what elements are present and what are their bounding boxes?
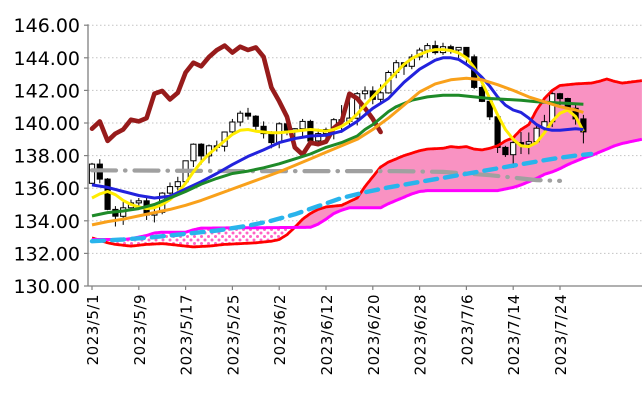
x-axis-label: 2023/5/1 bbox=[84, 294, 102, 365]
candle-up bbox=[174, 181, 181, 188]
candle-up bbox=[354, 93, 361, 119]
candle-up bbox=[88, 163, 96, 184]
y-axis-label: 144.00 bbox=[14, 48, 80, 70]
candle-down bbox=[244, 112, 252, 117]
y-axis-label: 142.00 bbox=[14, 80, 80, 102]
candle-up bbox=[190, 143, 197, 162]
x-axis-label: 2023/5/17 bbox=[178, 294, 196, 375]
candle-up bbox=[525, 141, 532, 145]
candle-up bbox=[377, 92, 384, 100]
candle-down bbox=[556, 93, 564, 100]
candle-up bbox=[299, 120, 306, 130]
series-ma-long-orange bbox=[91, 76, 584, 227]
candle-up bbox=[361, 90, 369, 95]
x-axis-label: 2023/6/12 bbox=[318, 294, 336, 375]
x-axis-label: 2023/7/6 bbox=[458, 294, 476, 365]
y-axis-label: 138.00 bbox=[14, 146, 80, 168]
y-axis-label: 140.00 bbox=[14, 113, 80, 135]
x-axis-label: 2023/6/2 bbox=[271, 294, 289, 365]
line-series bbox=[89, 43, 594, 244]
candle-down bbox=[260, 125, 267, 135]
series-ma-mid-blue bbox=[91, 56, 584, 200]
candle-up bbox=[237, 112, 244, 123]
y-axis-labels: 146.00 144.00 142.00 140.00 138.00 136.00 134.… bbox=[14, 15, 80, 298]
series-ma-slow-green bbox=[91, 93, 584, 218]
y-axis-label: 136.00 bbox=[14, 178, 80, 200]
y-axis-label: 134.00 bbox=[14, 211, 80, 233]
x-axis-label: 2023/5/9 bbox=[131, 294, 149, 365]
candle-up bbox=[455, 46, 462, 51]
x-axis-label: 2023/6/28 bbox=[412, 294, 430, 375]
candle-up bbox=[166, 186, 174, 194]
candle-up bbox=[315, 133, 322, 142]
candle-up bbox=[229, 121, 236, 133]
x-axis-label: 2023/5/25 bbox=[224, 294, 242, 375]
candle-down bbox=[478, 87, 486, 102]
candle-up bbox=[135, 200, 142, 204]
y-axis-label: 132.00 bbox=[14, 243, 80, 265]
candle-down bbox=[198, 143, 205, 157]
candle-up bbox=[510, 142, 517, 156]
series-trend-cyan-dashed bbox=[89, 151, 594, 244]
x-axis-label: 2023/7/14 bbox=[505, 294, 523, 375]
candle-down bbox=[268, 133, 275, 144]
axes bbox=[84, 24, 642, 290]
candle-down bbox=[252, 115, 259, 127]
senkou-a-red-line bbox=[91, 77, 642, 249]
chikou-span-darkred bbox=[89, 43, 383, 157]
y-axis-label: 146.00 bbox=[14, 15, 80, 37]
y-axis-label: 130.00 bbox=[14, 276, 80, 298]
x-axis-label: 2023/6/20 bbox=[365, 294, 383, 375]
x-axis-labels: 2023/5/1 2023/5/9 2023/5/17 2023/5/25 2023/6… bbox=[84, 294, 570, 375]
candle-down bbox=[307, 120, 314, 142]
candle-down bbox=[502, 146, 509, 156]
candle-down bbox=[104, 178, 111, 210]
x-axis-label: 2023/7/24 bbox=[552, 294, 570, 375]
